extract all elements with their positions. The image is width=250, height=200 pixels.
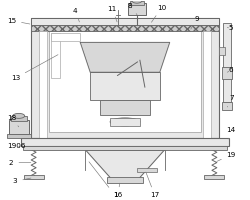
- Text: 6: 6: [227, 67, 234, 73]
- Bar: [110, 118, 140, 126]
- Text: 1: 1: [89, 162, 118, 198]
- Text: 2: 2: [9, 160, 31, 166]
- Bar: [204, 31, 212, 138]
- Text: 1906: 1906: [7, 143, 25, 149]
- Bar: [23, 146, 227, 150]
- Bar: [222, 67, 232, 79]
- Ellipse shape: [110, 118, 140, 126]
- Bar: [107, 177, 143, 183]
- Bar: [50, 33, 60, 78]
- Text: 11: 11: [108, 6, 117, 22]
- Bar: [31, 18, 219, 25]
- Text: 3: 3: [13, 178, 31, 184]
- Text: 9: 9: [191, 16, 199, 29]
- Bar: [9, 120, 29, 134]
- Bar: [100, 100, 150, 115]
- Text: 10: 10: [152, 5, 166, 22]
- Bar: [130, 1, 144, 5]
- Text: 18: 18: [7, 115, 19, 127]
- Text: 19: 19: [217, 152, 236, 161]
- Ellipse shape: [13, 113, 25, 118]
- Bar: [21, 138, 229, 146]
- Bar: [38, 31, 46, 138]
- Text: 13: 13: [11, 55, 58, 81]
- Text: 8: 8: [128, 3, 137, 15]
- Text: 16: 16: [114, 183, 123, 198]
- Bar: [31, 25, 219, 31]
- Text: 14: 14: [227, 127, 236, 139]
- Bar: [222, 102, 232, 110]
- Text: 5: 5: [227, 25, 234, 31]
- Polygon shape: [80, 42, 170, 72]
- Bar: [50, 33, 80, 41]
- Polygon shape: [85, 150, 165, 177]
- Text: 7: 7: [227, 95, 234, 107]
- Bar: [90, 72, 160, 100]
- Bar: [128, 3, 146, 15]
- Bar: [204, 175, 224, 179]
- Text: 15: 15: [7, 18, 30, 24]
- Text: 4: 4: [73, 8, 80, 22]
- Bar: [24, 175, 44, 179]
- Bar: [48, 31, 202, 132]
- Bar: [219, 47, 225, 55]
- Ellipse shape: [132, 0, 142, 3]
- Text: 17: 17: [146, 172, 160, 198]
- Bar: [223, 23, 231, 102]
- Bar: [31, 18, 219, 138]
- Bar: [11, 116, 27, 121]
- Bar: [137, 168, 157, 172]
- Bar: [7, 134, 31, 138]
